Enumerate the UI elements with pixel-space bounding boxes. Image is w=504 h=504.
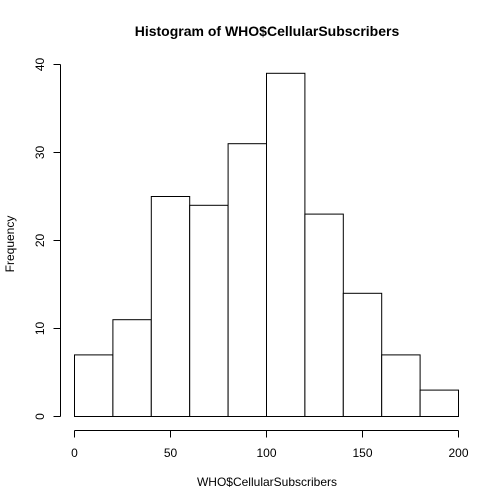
histogram-bar-4 [228, 144, 266, 417]
histogram-bar-6 [305, 214, 343, 416]
x-axis: 0 50 100 150 200 [71, 431, 469, 461]
chart-title: Histogram of WHO$CellularSubscribers [135, 23, 400, 39]
y-tick-label-2: 20 [33, 234, 47, 248]
histogram-bar-5 [267, 73, 305, 416]
x-tick-label-1: 50 [164, 446, 178, 460]
x-tick-label-0: 0 [71, 446, 78, 460]
bars-group [75, 73, 459, 416]
y-tick-label-1: 10 [33, 322, 47, 336]
y-tick-label-3: 30 [33, 146, 47, 160]
y-tick-label-4: 40 [33, 58, 47, 72]
x-tick-label-3: 150 [352, 446, 372, 460]
histogram-bar-1 [113, 320, 151, 417]
histogram-bar-2 [151, 197, 189, 417]
histogram-bar-7 [343, 293, 381, 416]
histogram-bar-8 [382, 355, 420, 417]
x-tick-label-4: 200 [448, 446, 468, 460]
histogram-bar-3 [190, 205, 228, 416]
y-axis-label: Frequency [3, 216, 17, 273]
x-axis-label: WHO$CellularSubscribers [197, 475, 337, 489]
y-axis: 0 10 20 30 40 [33, 58, 61, 420]
x-tick-label-2: 100 [256, 446, 276, 460]
histogram-bar-9 [420, 390, 458, 416]
y-tick-label-0: 0 [33, 413, 47, 420]
histogram-bar-0 [75, 355, 113, 417]
